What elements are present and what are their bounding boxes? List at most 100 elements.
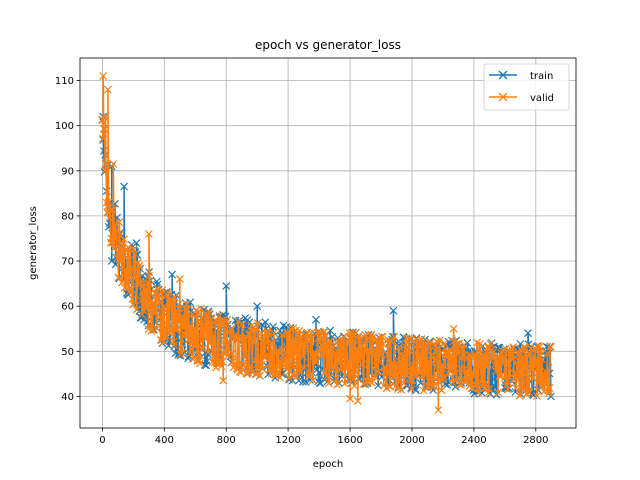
legend: train valid [483, 63, 570, 111]
data-point-valid [175, 275, 184, 284]
data-point-valid [416, 356, 425, 365]
data-point-valid [191, 338, 200, 347]
data-point-valid [525, 388, 534, 397]
data-point-valid [394, 377, 403, 386]
series-valid [98, 72, 555, 414]
data-point-valid [223, 351, 232, 360]
data-point-valid [303, 346, 312, 354]
plot-frame [79, 57, 577, 429]
data-point-valid [295, 326, 304, 335]
data-point-valid [371, 373, 380, 382]
data-point-valid [273, 368, 282, 377]
data-point-valid [290, 371, 298, 380]
data-point-valid [300, 363, 309, 372]
data-point-valid [508, 355, 517, 364]
data-point-valid [189, 330, 198, 339]
data-point-valid [118, 256, 127, 264]
data-point-valid [353, 344, 362, 353]
data-point-valid [153, 284, 162, 293]
data-point-valid [239, 339, 248, 348]
data-point-valid [200, 333, 209, 342]
data-point-valid [494, 388, 502, 397]
data-point-valid [116, 255, 125, 264]
data-point-valid [400, 379, 408, 388]
data-point-valid [269, 339, 278, 348]
data-point-valid [138, 287, 147, 296]
data-point-train [113, 213, 122, 222]
data-point-valid [218, 357, 227, 366]
data-point-valid [164, 321, 173, 330]
data-point-valid [349, 375, 358, 384]
data-point-valid [156, 312, 165, 321]
data-point-valid [302, 339, 311, 348]
data-point-train [168, 270, 177, 279]
data-point-valid [418, 371, 427, 380]
data-point-valid [216, 320, 225, 329]
data-point-valid [312, 358, 321, 367]
data-point-valid [197, 304, 206, 313]
data-point-valid [184, 310, 193, 319]
data-point-train [200, 360, 209, 369]
data-point-valid [234, 317, 243, 326]
data-point-valid [186, 349, 195, 358]
data-point-valid [397, 385, 406, 394]
data-point-valid [145, 271, 154, 280]
data-point-valid [101, 112, 110, 121]
data-point-valid [381, 366, 390, 375]
data-point-valid [101, 159, 110, 168]
data-point-valid [170, 293, 179, 302]
data-point-train [451, 382, 460, 391]
data-point-valid [441, 362, 450, 371]
data-point-valid [324, 379, 333, 388]
data-point-valid [437, 386, 446, 395]
data-point-valid [455, 339, 463, 348]
data-point-valid [236, 361, 245, 370]
data-point-train [463, 338, 472, 347]
data-point-valid [445, 348, 454, 357]
data-point-valid [503, 385, 512, 394]
data-point-valid [237, 334, 246, 343]
data-point-valid [392, 363, 401, 372]
data-point-valid [120, 235, 128, 244]
data-point-valid [262, 329, 271, 338]
x-axis-label: epoch [313, 459, 343, 470]
data-point-valid [207, 321, 216, 330]
data-point-valid [205, 339, 214, 348]
data-point-valid [504, 358, 513, 367]
data-point-valid [446, 366, 455, 375]
data-point-valid [350, 381, 359, 390]
data-point-valid [255, 371, 264, 380]
data-point-valid [356, 334, 365, 343]
data-point-valid [227, 325, 236, 334]
data-point-valid [536, 347, 545, 356]
data-point-valid [422, 369, 431, 378]
data-point-valid [131, 249, 140, 258]
data-point-valid [416, 368, 424, 377]
data-point-valid [474, 389, 483, 398]
data-point-valid [251, 326, 259, 335]
data-point-valid [202, 334, 211, 342]
data-point-valid [518, 353, 527, 362]
chart-title: epoch vs generator_loss [255, 38, 401, 52]
data-point-valid [515, 391, 524, 400]
data-point-valid [434, 377, 443, 386]
data-point-valid [296, 366, 305, 375]
data-point-valid [482, 363, 491, 372]
data-point-valid [180, 304, 189, 313]
x-tick-label: 2800 [523, 435, 548, 446]
data-point-valid [152, 324, 161, 333]
data-point-valid [99, 72, 108, 80]
data-point-valid [127, 285, 136, 294]
data-point-valid [140, 279, 149, 288]
data-point-valid [340, 379, 349, 388]
data-point-valid [258, 365, 267, 374]
data-point-valid [345, 374, 353, 382]
data-point-valid [245, 362, 254, 371]
data-point-valid [464, 351, 473, 359]
data-point-valid [449, 337, 458, 346]
data-point-valid [432, 337, 441, 346]
data-point-valid [445, 345, 454, 354]
data-point-valid [202, 317, 211, 325]
data-point-valid [173, 325, 181, 334]
data-point-valid [100, 125, 109, 134]
